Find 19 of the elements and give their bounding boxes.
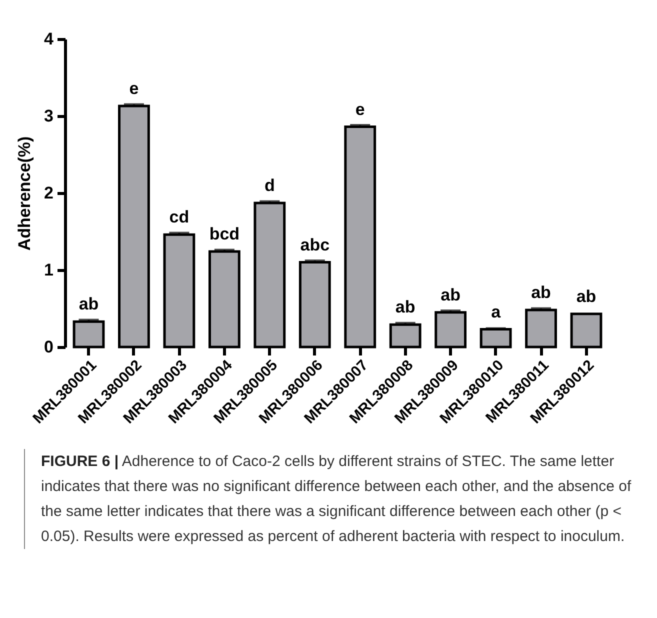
annotation: abc — [300, 235, 330, 254]
annotation: ab — [440, 285, 460, 304]
y-tick-label: 3 — [44, 106, 54, 126]
annotation: cd — [169, 208, 190, 227]
annotation: a — [491, 302, 502, 322]
annotation: e — [129, 78, 139, 98]
annotation: ab — [531, 283, 551, 302]
y-tick-label: 1 — [44, 260, 54, 280]
annotation: ab — [395, 298, 416, 317]
y-tick-label: 0 — [44, 338, 54, 356]
annotation: ab — [78, 294, 99, 314]
y-axis-title: Adherence(%) — [15, 136, 34, 251]
annotation: d — [264, 176, 275, 196]
annotation: bcd — [209, 224, 240, 244]
annotation: ab — [576, 286, 596, 306]
y-tick-label: 2 — [44, 184, 54, 202]
caption: FIGURE 6 | Adherence to of Caco-2 cells by different strains of STEC. The same letter indicates that there was no significant difference between each other, and the absence of the same letter indicates that there was a significant difference between each other (p < 0.05). Results were expressed as percent of adherent bacteria with respect to inoculum. — [41, 452, 632, 547]
annotation: e — [355, 100, 365, 119]
y-tick-label: 4 — [44, 30, 54, 48]
